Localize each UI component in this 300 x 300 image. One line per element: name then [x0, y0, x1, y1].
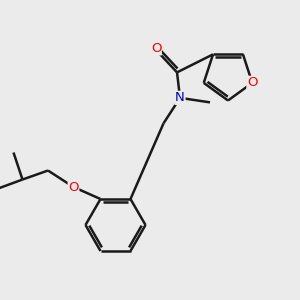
Text: O: O [151, 42, 161, 55]
Text: O: O [247, 76, 257, 89]
Text: O: O [68, 181, 79, 194]
Text: N: N [175, 92, 185, 104]
